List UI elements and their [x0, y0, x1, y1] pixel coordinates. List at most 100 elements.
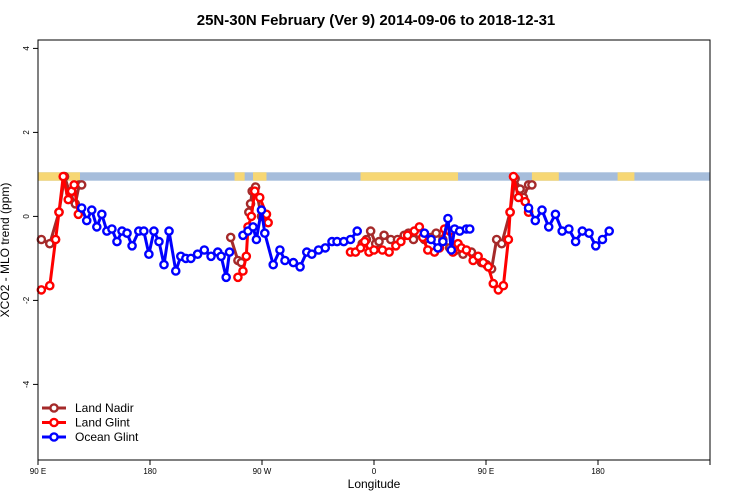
data-point: [241, 251, 252, 262]
y-axis: -4 -2 0 2 4: [22, 46, 38, 388]
data-point: [122, 228, 132, 238]
data-point: [36, 234, 47, 245]
data-point: [345, 234, 356, 245]
data-point: [199, 245, 210, 255]
legend-marker: [49, 403, 59, 413]
land-ocean-band: [38, 172, 710, 181]
data-point: [523, 203, 534, 213]
data-point: [464, 224, 475, 234]
legend-item: Land Glint: [42, 416, 130, 430]
data-point: [505, 207, 515, 217]
data-point: [496, 238, 507, 249]
data-point: [369, 245, 379, 255]
data-point: [254, 192, 265, 203]
data-point: [543, 222, 554, 232]
data-point: [537, 205, 547, 215]
series-ocean-glint: [76, 203, 615, 283]
data-point: [44, 280, 55, 291]
data-point: [550, 209, 561, 220]
legend-label: Land Nadir: [75, 401, 134, 415]
x-tick-label: 0: [372, 467, 377, 476]
data-point: [396, 236, 406, 247]
data-point: [584, 228, 594, 238]
data-point: [246, 211, 257, 222]
data-point: [149, 226, 159, 236]
data-point: [192, 249, 203, 259]
data-point: [50, 234, 61, 245]
land-band-segment: [531, 172, 559, 181]
data-point: [443, 213, 453, 224]
data-point: [307, 249, 317, 259]
x-axis: 90 E 180 90 W 0 90 E 180: [30, 460, 711, 476]
data-point: [268, 259, 279, 270]
data-point: [402, 230, 413, 241]
legend-item: Land Nadir: [42, 401, 134, 415]
data-point: [597, 234, 608, 245]
x-tick-label: 90 W: [253, 467, 272, 476]
data-point: [530, 215, 541, 226]
data-point: [263, 217, 273, 228]
data-point: [224, 247, 235, 257]
land-band-segment: [360, 172, 458, 181]
data-point: [483, 261, 494, 272]
chart-title: 25N-30N February (Ver 9) 2014-09-06 to 2…: [197, 12, 556, 29]
data-point: [503, 234, 514, 245]
x-tick-label: 180: [143, 467, 157, 476]
data-point: [221, 272, 231, 283]
data-point: [473, 251, 483, 262]
y-tick-label: -4: [22, 380, 31, 388]
y-tick-label: -2: [22, 296, 31, 304]
x-tick-label: 90 E: [30, 467, 46, 476]
data-point: [81, 215, 92, 226]
data-point: [248, 222, 258, 232]
legend-label: Land Glint: [75, 416, 130, 430]
data-point: [76, 203, 87, 213]
data-point: [355, 243, 366, 253]
y-tick-label: 0: [22, 214, 31, 219]
data-point: [63, 194, 74, 205]
y-axis-label: XCO2 - MLO trend (ppm): [0, 183, 12, 318]
x-tick-label: 180: [591, 467, 605, 476]
data-point: [76, 180, 87, 190]
data-point: [295, 261, 305, 272]
y-tick-label: 2: [22, 130, 31, 135]
data-point: [216, 251, 226, 262]
data-point: [513, 192, 524, 203]
data-point: [590, 240, 601, 251]
series-layer: [36, 171, 615, 295]
legend-item: Ocean Glint: [42, 430, 139, 444]
data-point: [225, 232, 236, 243]
data-point: [438, 236, 448, 247]
data-point: [97, 209, 107, 220]
data-point: [249, 186, 260, 196]
legend-marker: [49, 417, 59, 428]
data-point: [431, 228, 441, 238]
data-point: [461, 245, 472, 255]
data-point: [170, 266, 181, 276]
data-point: [426, 234, 436, 245]
data-point: [433, 243, 443, 253]
data-point: [54, 207, 64, 217]
data-point: [419, 228, 430, 238]
data-point: [251, 234, 262, 245]
data-point: [359, 236, 370, 247]
data-point: [374, 236, 384, 247]
data-point: [379, 230, 389, 241]
data-point: [259, 228, 270, 238]
data-point: [365, 226, 376, 236]
data-point: [206, 251, 216, 262]
data-point: [275, 245, 285, 255]
data-point: [488, 278, 499, 289]
data-point: [570, 236, 581, 247]
data-point: [498, 280, 509, 291]
x-tick-label: 90 E: [478, 467, 494, 476]
data-point: [604, 226, 615, 236]
land-band-segment: [617, 172, 635, 181]
data-point: [446, 245, 457, 255]
data-point: [164, 226, 174, 236]
data-point: [186, 253, 196, 264]
legend-label: Ocean Glint: [75, 430, 139, 444]
data-point: [154, 236, 164, 247]
